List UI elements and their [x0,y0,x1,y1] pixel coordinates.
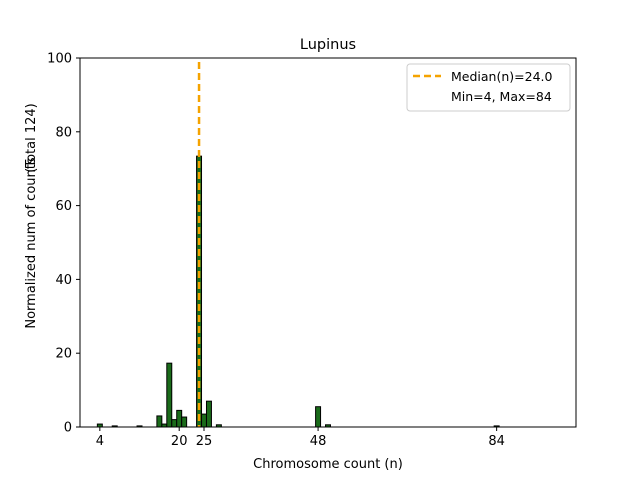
x-tick-label: 20 [171,434,188,449]
plot-frame [79,57,577,428]
bar-n25 [201,413,207,428]
x-tick-label: 4 [96,434,104,449]
bars-group [96,155,500,428]
y-tick-label: 100 [47,52,72,67]
legend-median-label: Median(n)=24.0 [451,69,552,84]
bar-n26 [205,400,212,428]
bar-n16 [156,415,163,428]
y-tick-label: 80 [55,125,72,140]
x-tick-label: 48 [310,434,327,449]
bar-n21 [181,416,188,428]
y-tick-label: 20 [55,347,72,362]
legend-box [406,63,571,112]
x-tick-label: 84 [488,434,505,449]
legend: Median(n)=24.0 Min=4, Max=84 [406,63,571,112]
y-axis: 0 20 40 60 80 100 [47,52,80,436]
bar-n18 [166,362,173,428]
x-axis: 4 20 25 48 84 [96,427,505,449]
bar-n48 [315,406,322,428]
y-axis-label-total: (Total 124) [24,103,39,172]
y-axis-label: Normalized num of counts [24,157,39,328]
y-tick-label: 40 [55,273,72,288]
chart-title: Lupinus [300,37,356,53]
bar-n19 [171,419,178,428]
y-tick-label: 60 [55,199,72,214]
legend-range-label: Min=4, Max=84 [451,89,552,104]
y-tick-label: 0 [64,421,72,436]
x-tick-label: 25 [196,434,213,449]
bar-n20 [176,409,183,428]
x-axis-label: Chromosome count (n) [253,457,403,472]
